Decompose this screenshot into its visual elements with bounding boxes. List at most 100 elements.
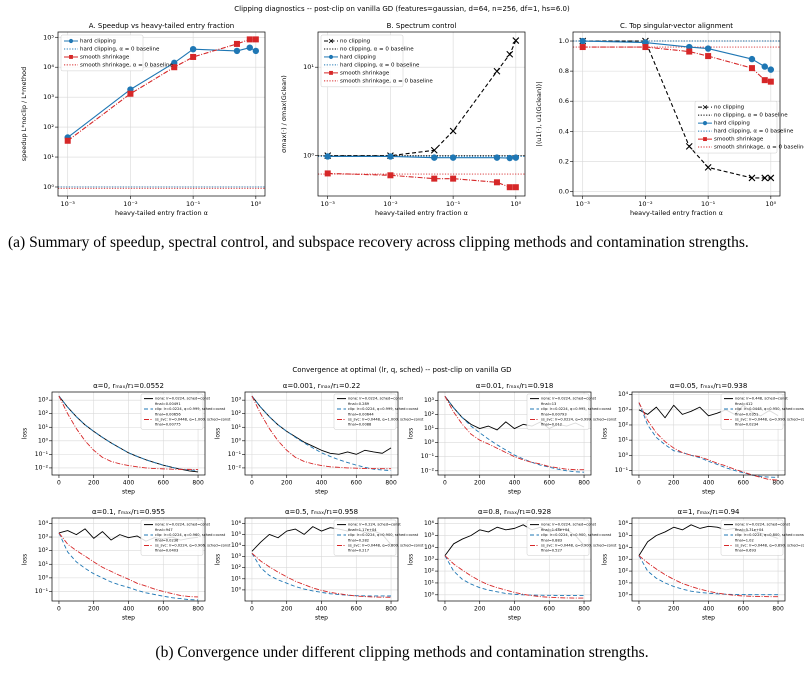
- y-tick-label: 10²: [618, 421, 629, 428]
- caption-b: (b) Convergence under different clipping…: [155, 644, 649, 661]
- legend-label: final=0.00644: [348, 412, 374, 416]
- legend-label: none: lr=0.0224, sched=const: [541, 397, 597, 401]
- x-tick-label: 600: [738, 480, 750, 487]
- series-line: [638, 555, 779, 598]
- figure-a-suptitle: Clipping diagnostics -- post-clip on van…: [234, 5, 570, 13]
- chart-title: C. Top singular-vector alignment: [620, 22, 733, 30]
- series-line: [58, 395, 199, 471]
- x-tick-label: 0: [250, 480, 254, 487]
- y-tick-label: 10⁰: [43, 183, 54, 191]
- x-tick-label: 10⁻²: [123, 200, 138, 208]
- chart-title: α=0.001, rₘₐₓ/r₁=0.22: [283, 382, 361, 390]
- point: [512, 184, 519, 191]
- point: [579, 44, 586, 51]
- y-tick-label: 0.0: [559, 187, 569, 195]
- point: [233, 47, 241, 55]
- y-tick-label: 10¹: [424, 579, 435, 586]
- point: [190, 53, 197, 60]
- series-line: [251, 395, 392, 470]
- x-tick-label: 10⁻³: [576, 200, 591, 208]
- legend-box: [720, 519, 784, 556]
- y-tick-label: 10³: [231, 553, 242, 560]
- x-tick-label: 600: [158, 606, 170, 613]
- x-tick-label: 800: [192, 606, 204, 613]
- x-tick-label: 0: [443, 480, 447, 487]
- legend-box: [333, 519, 397, 556]
- point: [748, 174, 756, 182]
- legend-marker: [703, 137, 707, 142]
- legend-label: final=0.693: [735, 549, 756, 553]
- x-tick-label: 200: [668, 606, 680, 613]
- y-tick-label: 10⁵: [231, 531, 242, 538]
- y-tick-label: 10⁻²: [35, 464, 49, 471]
- point: [493, 67, 501, 75]
- point: [748, 55, 756, 63]
- x-tick-label: 10⁻²: [638, 200, 653, 208]
- chart-title: α=0.05, rₘₐₓ/r₁=0.938: [670, 382, 748, 390]
- x-tick-label: 600: [158, 480, 170, 487]
- point: [579, 37, 586, 45]
- y-tick-label: 10¹: [43, 153, 54, 161]
- legend-label: no clipping, α = 0 baseline: [340, 46, 414, 52]
- axes-frame: [57, 31, 266, 197]
- x-tick-label: 800: [385, 480, 397, 487]
- point: [430, 146, 438, 154]
- x-tick-label: 400: [509, 606, 521, 613]
- legend-box: [60, 34, 144, 72]
- legend-label: ss_svc: lr=0.0224, q=0.906, sched=const: [155, 543, 231, 547]
- y-tick-label: 10⁰: [424, 591, 435, 598]
- x-axis-label: step: [508, 489, 521, 496]
- legend-label: clip: lr=0.0224, q=0.995, sched=const: [541, 407, 612, 411]
- legend-label: final=0.00491: [155, 402, 181, 406]
- y-axis-label: speedup L*noclip / L*method: [20, 67, 28, 162]
- y-tick-label: 0.2: [559, 157, 569, 165]
- series-line: [58, 395, 199, 470]
- axes-frame: [437, 517, 592, 602]
- y-tick-label: 10⁴: [231, 542, 242, 549]
- y-tick-label: 10¹: [618, 579, 629, 586]
- legend-marker: [329, 70, 333, 75]
- legend-label: final=0.00793: [541, 412, 567, 416]
- axes-frame: [437, 391, 592, 476]
- point: [64, 137, 71, 144]
- y-tick-label: 10³: [231, 397, 242, 404]
- x-axis-label: step: [508, 615, 521, 622]
- y-tick-label: 10⁶: [618, 520, 629, 527]
- x-tick-label: 600: [351, 606, 363, 613]
- y-tick-label: 10⁰: [38, 437, 49, 444]
- legend-marker: [328, 54, 334, 60]
- legend-label: final=0.00775: [155, 423, 181, 427]
- legend-label: final=0.0403: [155, 549, 178, 553]
- x-tick-label: 10⁰: [765, 200, 776, 208]
- legend-label: final=0.527: [541, 549, 562, 553]
- x-tick-label: 0: [57, 480, 61, 487]
- legend-label: hard clipping: [80, 38, 116, 44]
- y-tick-label: 10⁰: [424, 439, 435, 446]
- legend-label: clip: lr=0.0224, q=0.900, sched=const: [541, 533, 612, 537]
- axes-frame: [244, 391, 399, 476]
- x-tick-label: 600: [351, 480, 363, 487]
- x-tick-label: 800: [578, 606, 590, 613]
- y-tick-label: 1.0: [559, 37, 569, 45]
- chart-title: B. Spectrum control: [387, 22, 457, 30]
- legend-label: none: lr=0.0224, sched=const: [541, 523, 597, 527]
- y-tick-label: 10⁵: [43, 33, 54, 41]
- legend-box: [694, 100, 778, 154]
- legend-label: hard clipping, α = 0 baseline: [80, 46, 160, 52]
- point: [246, 36, 253, 43]
- legend-box: [333, 393, 397, 430]
- legend-label: ss_svc: lr=0.0448, q=0.890, sched=const: [735, 543, 804, 547]
- x-tick-label: 400: [123, 480, 135, 487]
- y-axis-label: loss: [22, 428, 29, 440]
- x-tick-label: 400: [316, 606, 328, 613]
- y-tick-label: 10¹: [38, 424, 49, 431]
- legend-label: smooth shrinkage: [80, 54, 130, 60]
- x-tick-label: 200: [474, 480, 486, 487]
- y-tick-label: 10³: [43, 93, 54, 101]
- legend-marker: [69, 54, 73, 59]
- legend-box: [140, 393, 204, 430]
- y-tick-label: 10¹: [303, 63, 314, 71]
- legend-label: clip: lr=0.0224, q=0.900, sched=const: [348, 533, 419, 537]
- x-tick-label: 800: [192, 480, 204, 487]
